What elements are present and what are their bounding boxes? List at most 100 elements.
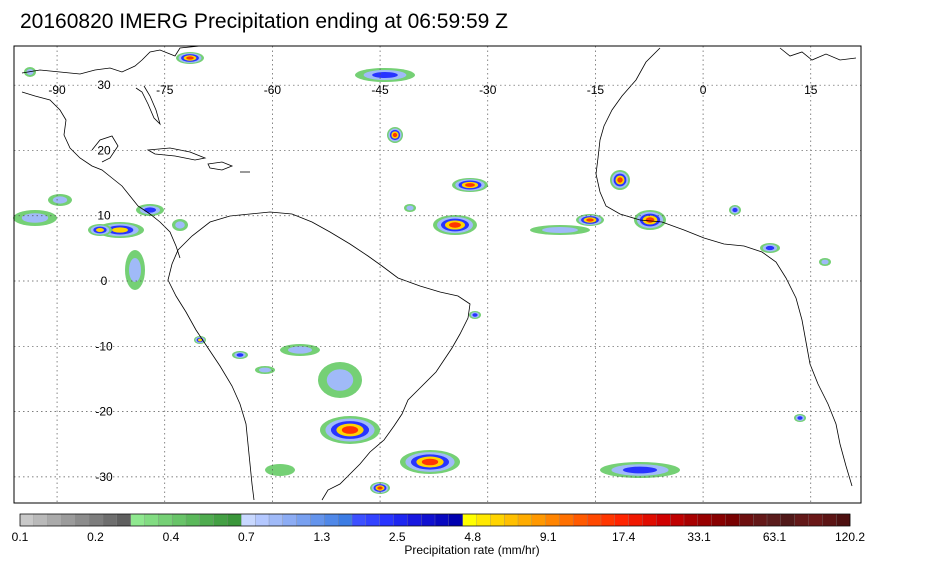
- colorbar-cell: [559, 513, 574, 527]
- precip-cell: [341, 426, 359, 434]
- longitude-label: -15: [587, 83, 605, 97]
- precip-cell: [265, 464, 295, 476]
- coastline-europe: [779, 47, 857, 61]
- coastline-hispaniola: [207, 161, 234, 171]
- colorbar-cell: [670, 513, 685, 527]
- coastline-cuba: [146, 147, 207, 161]
- precip-cell: [186, 56, 194, 60]
- colorbar-cell: [725, 513, 740, 527]
- colorbar-cell: [683, 513, 699, 527]
- latitude-label: 30: [97, 78, 111, 92]
- colorbar-cell: [324, 513, 339, 527]
- colorbar-cell: [185, 513, 201, 527]
- longitude-label: -90: [48, 83, 66, 97]
- colorbar-cell: [739, 513, 754, 527]
- precip-cell: [797, 416, 803, 420]
- precip-cell: [259, 367, 271, 373]
- latitude-label: 20: [97, 143, 111, 157]
- colorbar-cell: [407, 513, 422, 527]
- colorbar-cell: [172, 513, 187, 527]
- longitude-label: -30: [479, 83, 497, 97]
- colorbar-tick-label: 9.1: [540, 530, 557, 544]
- colorbar-cell: [822, 513, 837, 527]
- colorbar-cell: [600, 513, 616, 527]
- colorbar-cell: [421, 513, 436, 527]
- precip-layer: [13, 52, 831, 494]
- precip-cell: [449, 222, 461, 228]
- colorbar-cell: [116, 513, 132, 527]
- colorbar-cell: [102, 513, 118, 527]
- colorbar-cell: [47, 513, 62, 527]
- longitude-label: -45: [371, 83, 389, 97]
- precip-cell: [622, 466, 658, 474]
- precip-cell: [472, 313, 478, 317]
- latitude-label: -10: [95, 339, 113, 353]
- colorbar-cell: [89, 513, 104, 527]
- precip-cell: [326, 369, 354, 391]
- coastline-north-america: [21, 45, 201, 259]
- colorbar-cell: [531, 513, 547, 527]
- colorbar-cell: [33, 513, 49, 527]
- colorbar-cell: [268, 513, 284, 527]
- colorbar-cell: [656, 513, 671, 527]
- latitude-label: -30: [95, 470, 113, 484]
- precip-cell: [112, 227, 128, 233]
- map-frame: [13, 45, 862, 504]
- precip-cell: [198, 338, 202, 342]
- precip-cell: [52, 196, 68, 204]
- longitude-labels: -90 -75 -60 -45 -30 -15 0 15: [48, 83, 817, 97]
- colorbar-tick-label: 63.1: [763, 530, 787, 544]
- coastline-africa: [595, 47, 853, 487]
- latitude-labels: 30 20 10 0 -10 -20 -30: [95, 78, 113, 484]
- colorbar-cell: [462, 513, 477, 527]
- longitude-label: -75: [156, 83, 174, 97]
- colorbar-cell: [365, 513, 381, 527]
- colorbar-cell: [504, 513, 519, 527]
- colorbar-cell: [808, 513, 823, 527]
- precip-cell: [821, 259, 829, 265]
- colorbar-cell: [255, 513, 270, 527]
- colorbar-cell: [379, 513, 394, 527]
- colorbar-cell: [545, 513, 560, 527]
- colorbar-cell: [130, 513, 145, 527]
- colorbar-cell: [794, 513, 809, 527]
- colorbar-cell: [766, 513, 782, 527]
- latitude-label: -20: [95, 405, 113, 419]
- colorbar-cell: [642, 513, 657, 527]
- colorbar-tick-label: 0.4: [163, 530, 180, 544]
- precip-cell: [465, 183, 475, 187]
- colorbar-cell: [19, 513, 35, 527]
- precip-cell: [732, 207, 738, 213]
- colorbar-cell: [310, 513, 325, 527]
- colorbar-cell: [434, 513, 450, 527]
- colorbar-cell: [836, 513, 851, 527]
- coastline-south-america: [167, 211, 471, 501]
- precip-cell: [421, 458, 439, 466]
- colorbar-cell: [213, 513, 228, 527]
- precip-cell: [236, 353, 244, 357]
- map-title: 20160820 IMERG Precipitation ending at 0…: [20, 10, 508, 33]
- colorbar-cell: [780, 513, 796, 527]
- coastline-yucatan: [91, 135, 119, 163]
- colorbar-tick-label: 33.1: [687, 530, 711, 544]
- colorbar-cell: [296, 513, 311, 527]
- colorbar-cell: [351, 513, 367, 527]
- colorbar-tick-label: 4.8: [464, 530, 481, 544]
- colorbar-cell: [199, 513, 215, 527]
- latitude-label: 0: [101, 274, 108, 288]
- latitude-label: 10: [97, 209, 111, 223]
- colorbar-tick-label: 17.4: [612, 530, 636, 544]
- precip-cell: [175, 221, 185, 229]
- colorbar-cell: [476, 513, 491, 527]
- precip-cell: [617, 177, 623, 183]
- precip-cell: [765, 245, 775, 251]
- longitude-label: -60: [264, 83, 282, 97]
- colorbar-tick-label: 0.1: [12, 530, 29, 544]
- colorbar-tick-label: 2.5: [389, 530, 406, 544]
- precip-cell: [372, 72, 398, 78]
- colorbar-label: Precipitation rate (mm/hr): [404, 543, 540, 557]
- colorbar-tick-label: 0.2: [87, 530, 104, 544]
- colorbar-cell: [490, 513, 505, 527]
